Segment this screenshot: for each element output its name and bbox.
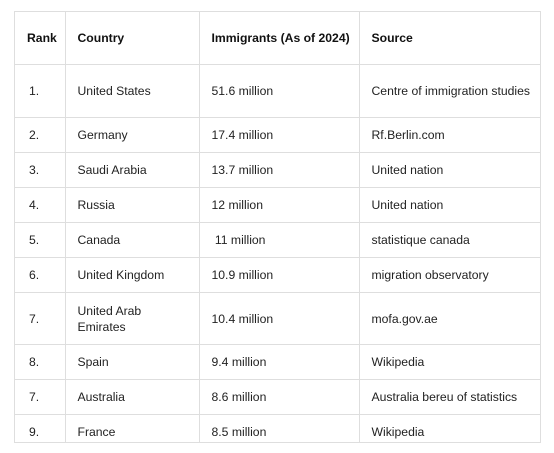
cell-immigrants: 17.4 million (198, 117, 360, 153)
cell-immigrants: 51.6 million (198, 64, 360, 118)
cell-country: France (64, 414, 200, 442)
cell-country: Germany (64, 117, 200, 153)
cell-country: United Kingdom (64, 257, 200, 293)
cell-source: Australia bereu of statistics (358, 379, 540, 415)
cell-immigrants: 10.9 million (198, 257, 360, 293)
table-row: 7. Australia 8.6 million Australia bereu… (15, 379, 540, 415)
table-row: 1. United States 51.6 million Centre of … (15, 64, 540, 118)
cell-source: Wikipedia (358, 344, 540, 380)
cell-source: United nation (358, 187, 540, 223)
table-row: 6. United Kingdom 10.9 million migration… (15, 257, 540, 293)
cell-source: statistique canada (358, 222, 540, 258)
cell-rank: 5. (15, 222, 66, 258)
table-row: 3. Saudi Arabia 13.7 million United nati… (15, 152, 540, 188)
cell-country: Canada (64, 222, 200, 258)
table-header-row: Rank Country Immigrants (As of 2024) Sou… (15, 12, 540, 65)
header-rank: Rank (15, 12, 66, 65)
table-row: 2. Germany 17.4 million Rf.Berlin.com (15, 117, 540, 153)
cell-immigrants: 11 million (198, 222, 360, 258)
cell-rank: 9. (15, 414, 66, 442)
header-source: Source (358, 12, 540, 65)
cell-country: United States (64, 64, 200, 118)
cell-rank: 1. (15, 64, 66, 118)
table-row: 9. France 8.5 million Wikipedia (15, 414, 540, 442)
cell-country: Australia (64, 379, 200, 415)
immigrants-table: Rank Country Immigrants (As of 2024) Sou… (15, 12, 540, 442)
cell-source: migration observatory (358, 257, 540, 293)
table-row: 8. Spain 9.4 million Wikipedia (15, 344, 540, 380)
table-row: 4. Russia 12 million United nation (15, 187, 540, 223)
cell-source: Centre of immigration studies (358, 64, 540, 118)
cell-source: mofa.gov.ae (358, 292, 540, 345)
header-immigrants: Immigrants (As of 2024) (198, 12, 360, 65)
cell-rank: 6. (15, 257, 66, 293)
cell-immigrants: 8.5 million (198, 414, 360, 442)
cell-rank: 4. (15, 187, 66, 223)
cell-immigrants: 13.7 million (198, 152, 360, 188)
cell-source: Rf.Berlin.com (358, 117, 540, 153)
cell-rank: 7. (15, 379, 66, 415)
cell-source: United nation (358, 152, 540, 188)
cell-country: Spain (64, 344, 200, 380)
cell-rank: 2. (15, 117, 66, 153)
cell-immigrants: 10.4 million (198, 292, 360, 345)
cell-rank: 7. (15, 292, 66, 345)
cell-rank: 8. (15, 344, 66, 380)
cell-immigrants: 9.4 million (198, 344, 360, 380)
table-row: 5. Canada 11 million statistique canada (15, 222, 540, 258)
cell-country: Saudi Arabia (64, 152, 200, 188)
cell-immigrants: 12 million (198, 187, 360, 223)
cell-rank: 3. (15, 152, 66, 188)
table-row: 7. United Arab Emirates 10.4 million mof… (15, 292, 540, 345)
cell-country: United Arab Emirates (64, 292, 200, 345)
cell-country: Russia (64, 187, 200, 223)
immigrants-table-container: Rank Country Immigrants (As of 2024) Sou… (14, 11, 541, 443)
cell-source: Wikipedia (358, 414, 540, 442)
cell-immigrants: 8.6 million (198, 379, 360, 415)
header-country: Country (64, 12, 200, 65)
